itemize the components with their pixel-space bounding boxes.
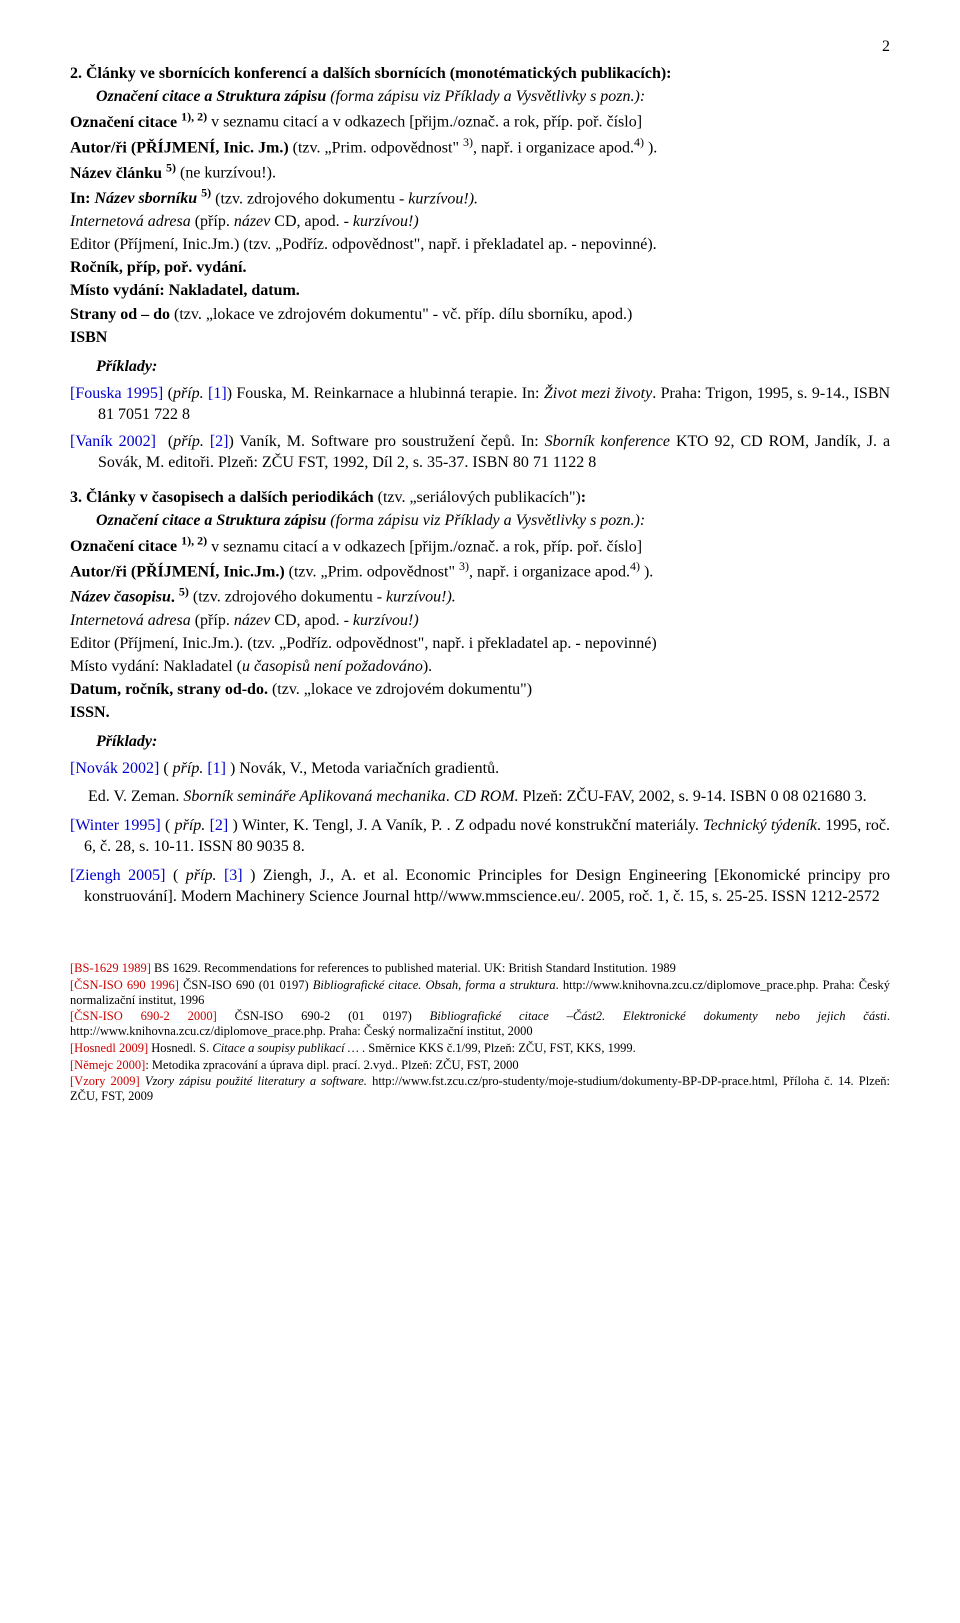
section-2-heading: 2. Články ve sbornících konferencí a dal… (70, 63, 890, 84)
sec2-example-0: [Fouska 1995] (příp. [1]) Fouska, M. Rei… (70, 383, 890, 425)
sec3-struct-1: Autor/ři (PŘÍJMENÍ, Inic.Jm.) (tzv. „Pri… (70, 559, 890, 582)
sec2-struct-6: Ročník, příp, poř. vydání. (70, 257, 890, 278)
footer-ref-2: [ČSN-ISO 690-2 2000] ČSN-ISO 690-2 (01 0… (70, 1009, 890, 1039)
footer-ref-0: [BS-1629 1989] BS 1629. Recommendations … (70, 961, 890, 976)
sec3-struct-3: Internetová adresa (příp. název CD, apod… (70, 610, 890, 631)
sec2-struct-0: Označení citace 1), 2) v seznamu citací … (70, 109, 890, 132)
footer-ref-5: [Vzory 2009] Vzory zápisu použité litera… (70, 1074, 890, 1104)
sec3-example-2: [Ziengh 2005] ( příp. [3] ) Ziengh, J., … (70, 865, 890, 907)
sec2-struct-3: In: Název sborníku 5) (tzv. zdrojového d… (70, 186, 890, 209)
sec3-struct-4: Editor (Příjmení, Inic.Jm.). (tzv. „Podř… (70, 633, 890, 654)
sec3-struct-0: Označení citace 1), 2) v seznamu citací … (70, 534, 890, 557)
sec2-struct-5: Editor (Příjmení, Inic.Jm.) (tzv. „Podří… (70, 234, 890, 255)
sec2-priklady-label: Příklady: (70, 356, 890, 377)
sec2-example-1: [Vaník 2002] (příp. [2]) Vaník, M. Softw… (70, 431, 890, 473)
sec3-example-1: [Winter 1995] ( příp. [2] ) Winter, K. T… (70, 815, 890, 857)
section-2-subheading: Označení citace a Struktura zápisu (form… (70, 86, 890, 107)
sec2-struct-2: Název článku 5) (ne kurzívou!). (70, 160, 890, 183)
sec3-struct-2: Název časopisu. 5) (tzv. zdrojového doku… (70, 584, 890, 607)
sec2-struct-8: Strany od – do (tzv. „lokace ve zdrojové… (70, 304, 890, 325)
sec3-struct-7: ISSN. (70, 702, 890, 723)
footer-ref-4: [Němejc 2000]: Metodika zpracování a úpr… (70, 1058, 890, 1073)
sec3-priklady-label: Příklady: (70, 731, 890, 752)
section-3-subheading: Označení citace a Struktura zápisu (form… (70, 510, 890, 531)
sec2-struct-7: Místo vydání: Nakladatel, datum. (70, 280, 890, 301)
sec3-example-0-l2: Ed. V. Zeman. Sborník semináře Aplikovan… (70, 786, 890, 807)
section-3-heading: 3. Články v časopisech a dalších periodi… (70, 487, 890, 508)
sec3-struct-5: Místo vydání: Nakladatel (u časopisů nen… (70, 656, 890, 677)
sec3-struct-6: Datum, ročník, strany od-do. (tzv. „loka… (70, 679, 890, 700)
sec3-example-0-l1: [Novák 2002] ( příp. [1] ) Novák, V., Me… (70, 758, 890, 779)
sec2-struct-1: Autor/ři (PŘÍJMENÍ, Inic. Jm.) (tzv. „Pr… (70, 135, 890, 158)
sec2-struct-4: Internetová adresa (příp. název CD, apod… (70, 211, 890, 232)
sec2-struct-9: ISBN (70, 327, 890, 348)
page-number: 2 (70, 36, 890, 57)
footer-ref-3: [Hosnedl 2009] Hosnedl. S. Citace a soup… (70, 1041, 890, 1056)
footer-ref-1: [ČSN-ISO 690 1996] ČSN-ISO 690 (01 0197)… (70, 978, 890, 1008)
